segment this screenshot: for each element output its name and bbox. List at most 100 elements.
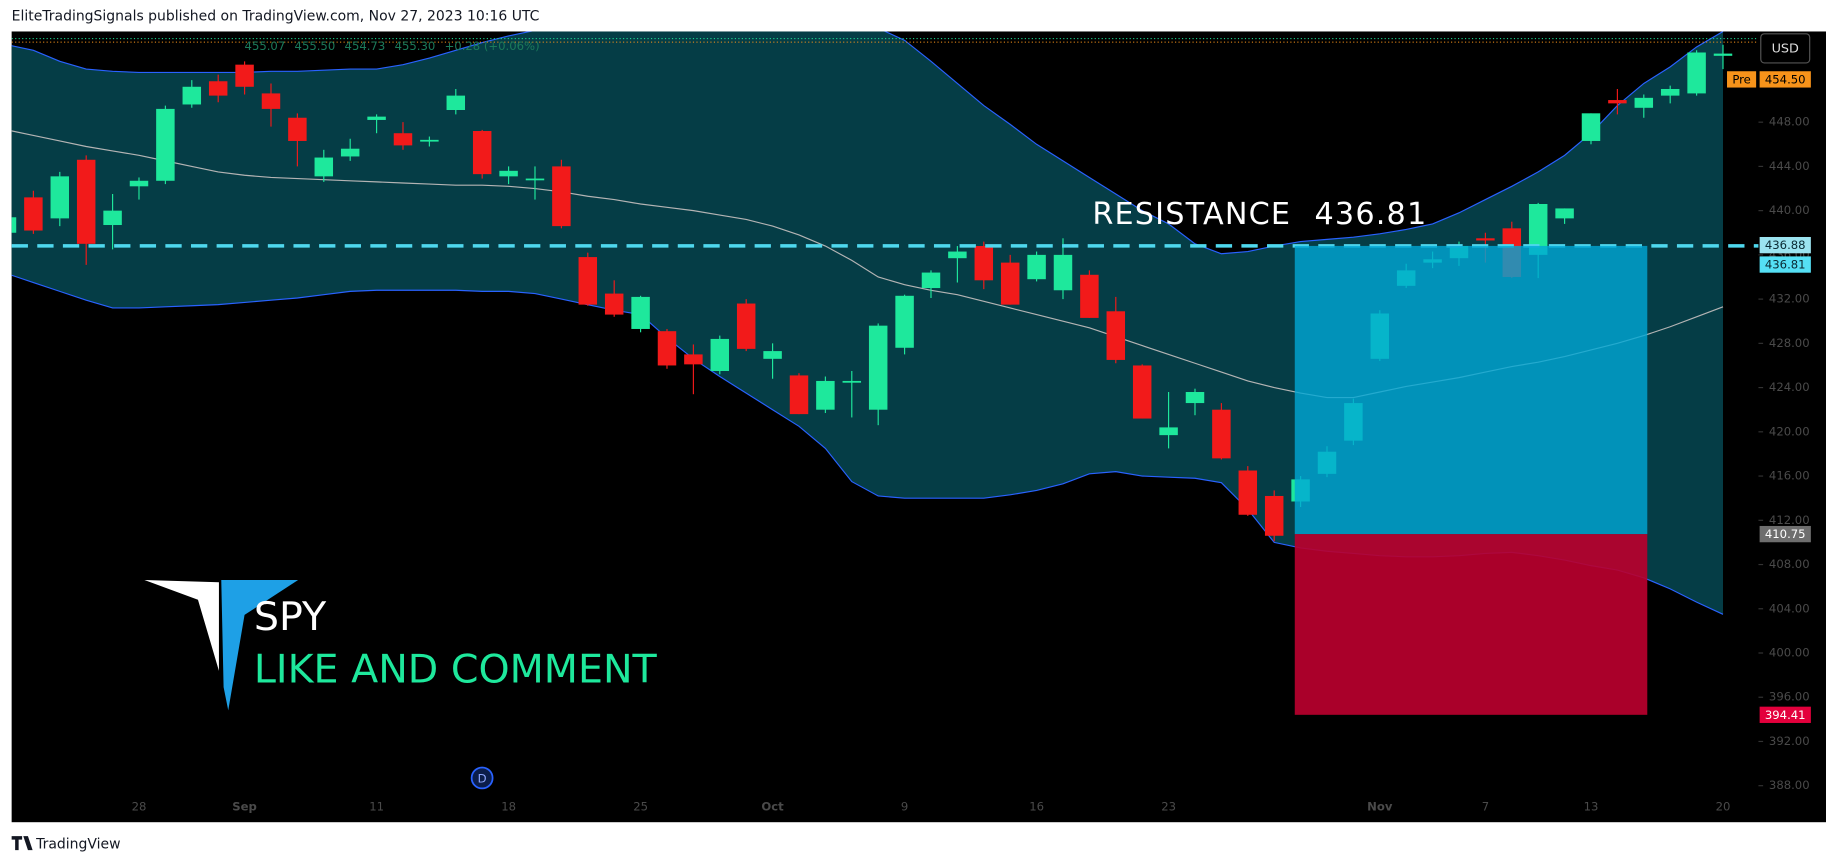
x-tick-label: 7 [1482,800,1489,814]
currency-box[interactable] [1760,33,1811,64]
x-tick-label: 23 [1161,800,1176,814]
symbol: SPY [254,594,327,640]
candle-body [578,257,598,305]
logo-white [144,579,219,671]
x-tick-label: 11 [369,800,384,814]
y-tick-label: 392.00 [1769,734,1810,748]
last-price-tag-box [1759,236,1811,254]
x-tick-label: 9 [901,800,908,814]
candle-body [261,93,281,109]
candle-body [340,148,360,157]
ohlc-legend: 455.50 [295,39,336,53]
ohlc-legend: 454.73 [345,39,386,53]
candle-body [1555,208,1574,219]
candle-body [657,331,677,366]
candle-body [1080,274,1099,318]
candle-body [1132,365,1152,419]
band-upper [11,31,1724,255]
pre-price: 454.50 [1765,72,1806,86]
stop-tag-box [1759,706,1811,723]
header: EliteTradingSignals published on Trading… [12,8,540,24]
candle-body [631,296,650,329]
candle-body [895,295,914,348]
candle-body [1185,392,1205,404]
y-tick-label: 400.00 [1769,645,1810,659]
candle-body [446,95,466,110]
candle-body [604,293,624,315]
candle-body [420,139,439,142]
y-tick-label: 412.00 [1769,513,1810,527]
y-tick-label: 404.00 [1769,601,1810,615]
x-tick-label: 18 [501,800,516,814]
ohlc-legend: 455.30 [395,39,436,53]
ohlc-legend: 455.07 [245,39,286,53]
dividend-marker: D [478,772,487,786]
candle-body [842,380,862,383]
candle-body [948,251,967,259]
candle-body [235,64,254,87]
x-tick-label: Nov [1367,800,1393,814]
candle-body [921,272,941,289]
x-tick-label: Oct [761,800,784,814]
candle-body [763,351,782,359]
resistance-label: RESISTANCE [1092,197,1291,232]
candle-body [1264,495,1284,536]
dividend-circle [470,766,494,790]
candle-body [1000,262,1020,305]
candle-body [208,81,228,96]
candle-body [736,303,756,349]
candle-body [472,131,492,175]
resistance-value: 436.81 [1315,197,1428,232]
footer: TradingView [11,836,121,852]
y-tick-label: 432.00 [1769,292,1810,306]
candle-body [1634,97,1654,108]
candle-body [11,217,17,233]
candle-body [1106,311,1126,360]
last-price-tag: 436.88 [1765,238,1806,252]
candle-body [1687,52,1706,94]
candle-body [525,178,545,181]
x-tick-label: Sep [232,800,257,814]
entry-tag-box [1759,525,1811,543]
candle-body [684,354,703,365]
x-tick-label: 20 [1716,800,1731,814]
y-tick-label: 424.00 [1769,380,1810,394]
candle-body [1660,88,1680,96]
candle-body [499,170,518,177]
candle-body [393,133,413,146]
footer-text: TradingView [35,836,120,852]
candle-body [1027,254,1046,280]
target-tag: 436.81 [1765,258,1806,272]
candle-body [76,159,96,244]
candle-body [50,176,70,219]
logo-blue [221,579,299,711]
candle-body [1476,238,1495,241]
x-tick-label: 25 [633,800,648,814]
x-tick-label: 16 [1029,800,1044,814]
footer-logo [11,836,33,851]
pre-price-box [1759,71,1811,88]
candle-body [974,246,994,281]
target-tag-box [1759,256,1811,273]
candle-body [24,197,43,231]
candle-body [1053,254,1073,291]
candle-body [1581,113,1601,141]
candle-body [314,157,334,177]
y-tick-label: 444.00 [1769,159,1810,173]
currency[interactable]: USD [1772,41,1799,56]
y-tick-label: 428.00 [1769,336,1810,350]
stop-tag: 394.41 [1765,708,1806,722]
loss-zone [1294,534,1648,715]
candle-body [1608,100,1627,104]
y-tick-label: 396.00 [1769,690,1810,704]
candle-body [1528,204,1548,255]
candle-body [367,116,386,120]
y-tick-label: 416.00 [1769,469,1810,483]
pre-label: Pre [1732,72,1750,86]
ohlc-legend: +0.28 (+0.06%) [445,39,540,53]
candle-body [816,380,835,410]
candle-body [1159,427,1178,436]
call-to-action: LIKE AND COMMENT [254,646,658,692]
